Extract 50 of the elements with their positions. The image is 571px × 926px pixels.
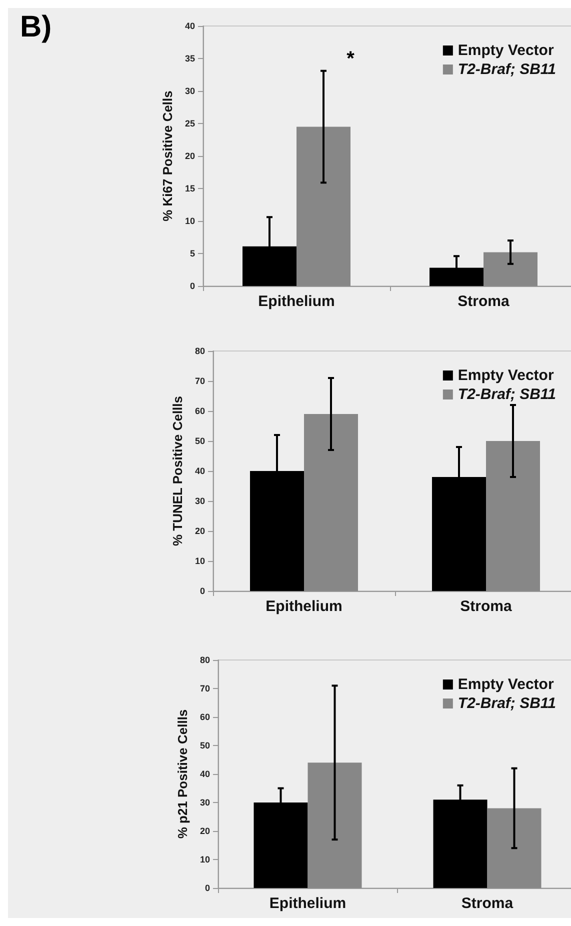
- x-tick-label: Stroma: [458, 293, 510, 310]
- x-tick-label: Epithelium: [266, 598, 342, 615]
- y-tick-label: 40: [194, 466, 205, 476]
- y-tick-label: 10: [194, 556, 205, 566]
- y-tick-label: 35: [184, 54, 195, 64]
- y-axis-title: % TUNEL Positive Cellls: [170, 396, 186, 546]
- y-tick-label: 0: [190, 281, 195, 291]
- text: B): [20, 10, 52, 44]
- y-tick-label: 60: [194, 406, 205, 416]
- annotation: *: [346, 48, 355, 70]
- bar: [304, 414, 358, 591]
- x-tick-label: Epithelium: [269, 895, 346, 912]
- y-tick-label: 70: [194, 376, 205, 386]
- y-axis-title: % p21 Positive Cellls: [175, 709, 190, 839]
- bar: [487, 808, 542, 888]
- y-tick-label: 30: [200, 798, 210, 808]
- bar: [484, 252, 538, 286]
- y-tick-label: 50: [200, 740, 210, 750]
- x-tick-label: Epithelium: [258, 293, 335, 310]
- y-tick-label: 15: [184, 184, 195, 194]
- y-tick-label: 40: [184, 21, 195, 31]
- legend-label: T2-Braf; SB11: [458, 695, 556, 712]
- y-tick-label: 40: [200, 769, 210, 779]
- y-tick-label: 0: [200, 586, 205, 596]
- y-tick-label: 0: [204, 883, 210, 893]
- legend-label: Empty Vector: [458, 42, 554, 59]
- y-tick-label: 30: [184, 86, 195, 96]
- legend-label: Empty Vector: [458, 676, 554, 693]
- y-tick-label: 10: [184, 216, 195, 226]
- y-tick-label: 30: [194, 496, 205, 506]
- x-tick-label: Stroma: [460, 598, 512, 615]
- y-axis-title: % Ki67 Positive Cells: [160, 90, 176, 222]
- legend-label: T2-Braf; SB11: [458, 386, 556, 403]
- legend-label: Empty Vector: [458, 367, 554, 384]
- y-tick-label: 80: [194, 346, 205, 356]
- y-tick-label: 25: [184, 118, 195, 128]
- y-tick-label: 5: [190, 248, 195, 258]
- y-tick-label: 20: [200, 826, 210, 836]
- bar: [308, 762, 362, 888]
- y-tick-label: 50: [194, 436, 205, 446]
- bar: [296, 126, 350, 286]
- y-tick-label: 80: [200, 655, 210, 665]
- y-tick-label: 10: [200, 854, 210, 864]
- legend-label: T2-Braf; SB11: [458, 61, 556, 78]
- bar: [486, 441, 540, 591]
- x-tick-label: Stroma: [461, 895, 514, 912]
- y-tick-label: 20: [194, 526, 205, 536]
- y-tick-label: 70: [200, 684, 210, 694]
- y-tick-label: 20: [184, 151, 195, 161]
- y-tick-label: 60: [200, 712, 210, 722]
